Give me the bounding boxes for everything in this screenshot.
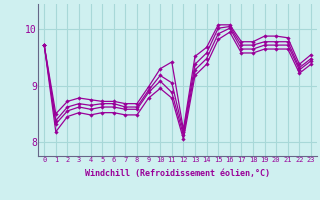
X-axis label: Windchill (Refroidissement éolien,°C): Windchill (Refroidissement éolien,°C)	[85, 169, 270, 178]
